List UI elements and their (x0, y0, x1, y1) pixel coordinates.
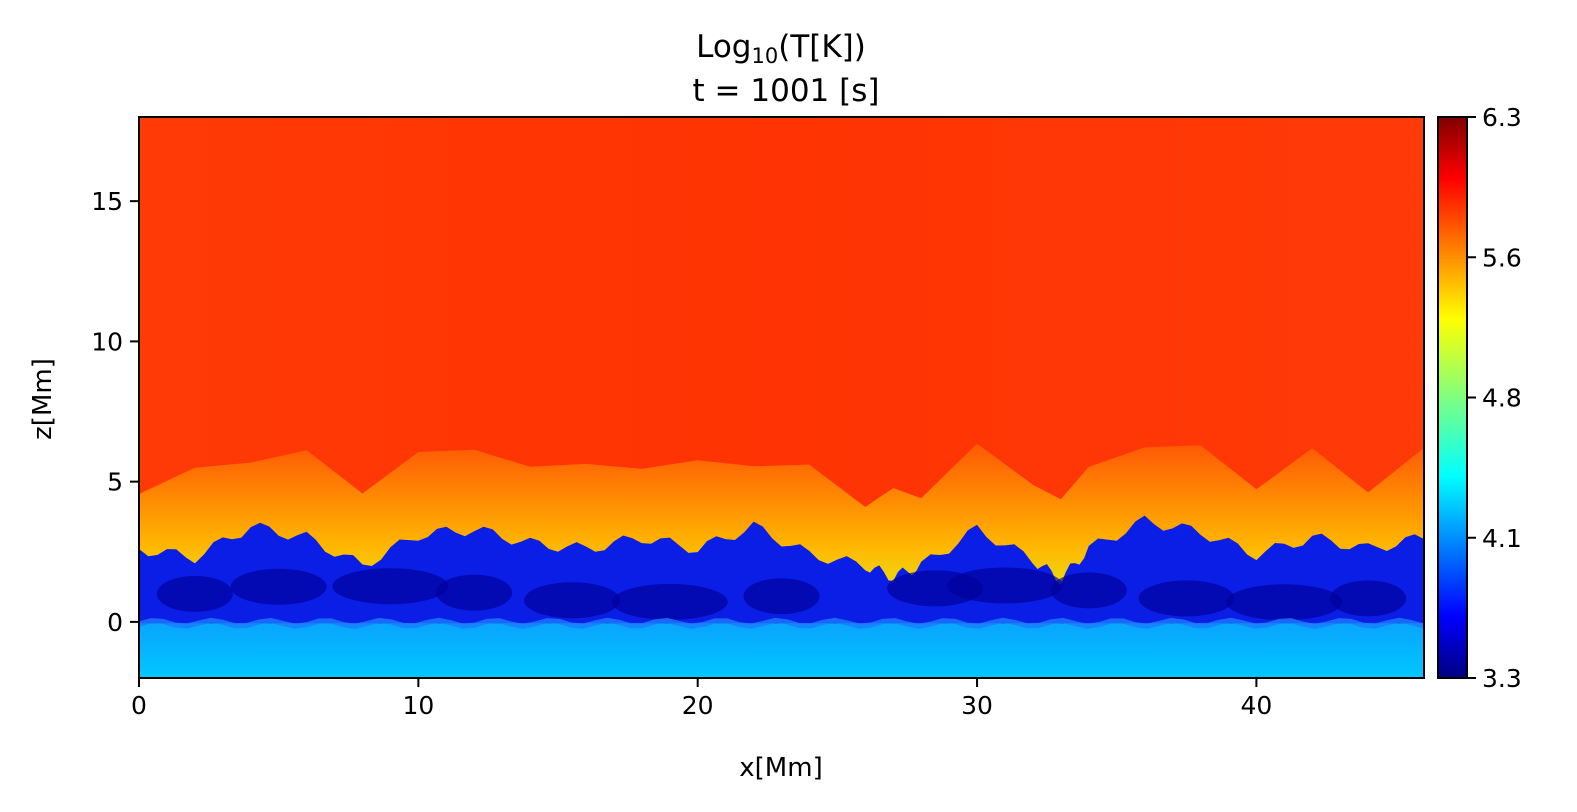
x-tick-label: 30 (961, 691, 993, 720)
chromosphere-blob (436, 574, 513, 611)
chromosphere-blob (1226, 584, 1343, 621)
colorbar-axis: 3.3 4.1 4.8 5.6 6.3 (1467, 103, 1522, 693)
chromosphere-blob (230, 568, 327, 605)
chart-subtitle: t = 1001 [s] (693, 73, 880, 109)
x-tick-label: 0 (131, 691, 147, 720)
y-axis-label: z[Mm] (28, 358, 58, 440)
chromosphere-blob (743, 578, 820, 615)
chromosphere-blob (611, 583, 728, 620)
chromosphere-blob (156, 575, 233, 612)
chromosphere-blob (946, 567, 1063, 604)
y-tick-label: 15 (91, 187, 123, 216)
chromosphere-blob (1330, 580, 1407, 617)
x-axis: 0 10 20 30 40 (131, 678, 1272, 720)
colorbar (1437, 116, 1468, 679)
heatmap-plot-area (139, 117, 1424, 678)
chromosphere-dark-blobs (156, 567, 1407, 621)
chart-title: Log10(T[K]) (696, 29, 866, 68)
colorbar-tick-label: 5.6 (1482, 243, 1522, 272)
x-tick-label: 40 (1240, 691, 1272, 720)
x-tick-label: 20 (682, 691, 714, 720)
y-tick-label: 10 (91, 327, 123, 356)
colorbar-tick-label: 3.3 (1482, 664, 1522, 693)
x-tick-label: 10 (402, 691, 434, 720)
y-tick-label: 5 (107, 468, 123, 497)
photosphere-granulation-edge (139, 617, 1424, 629)
y-axis: 0 5 10 15 (91, 187, 139, 637)
colorbar-tick-label: 6.3 (1482, 103, 1522, 132)
plot-frame (138, 116, 1425, 679)
colorbar-tick-label: 4.8 (1482, 384, 1522, 413)
chromosphere-blob (1050, 572, 1127, 609)
chromosphere-blob (1138, 580, 1235, 617)
chromosphere-blob (523, 582, 620, 619)
photosphere-layer (139, 623, 1424, 678)
y-tick-label: 0 (107, 608, 123, 637)
colorbar-tick-label: 4.1 (1482, 524, 1522, 553)
chromosphere-blob (332, 568, 449, 605)
x-axis-label: x[Mm] (739, 753, 822, 783)
